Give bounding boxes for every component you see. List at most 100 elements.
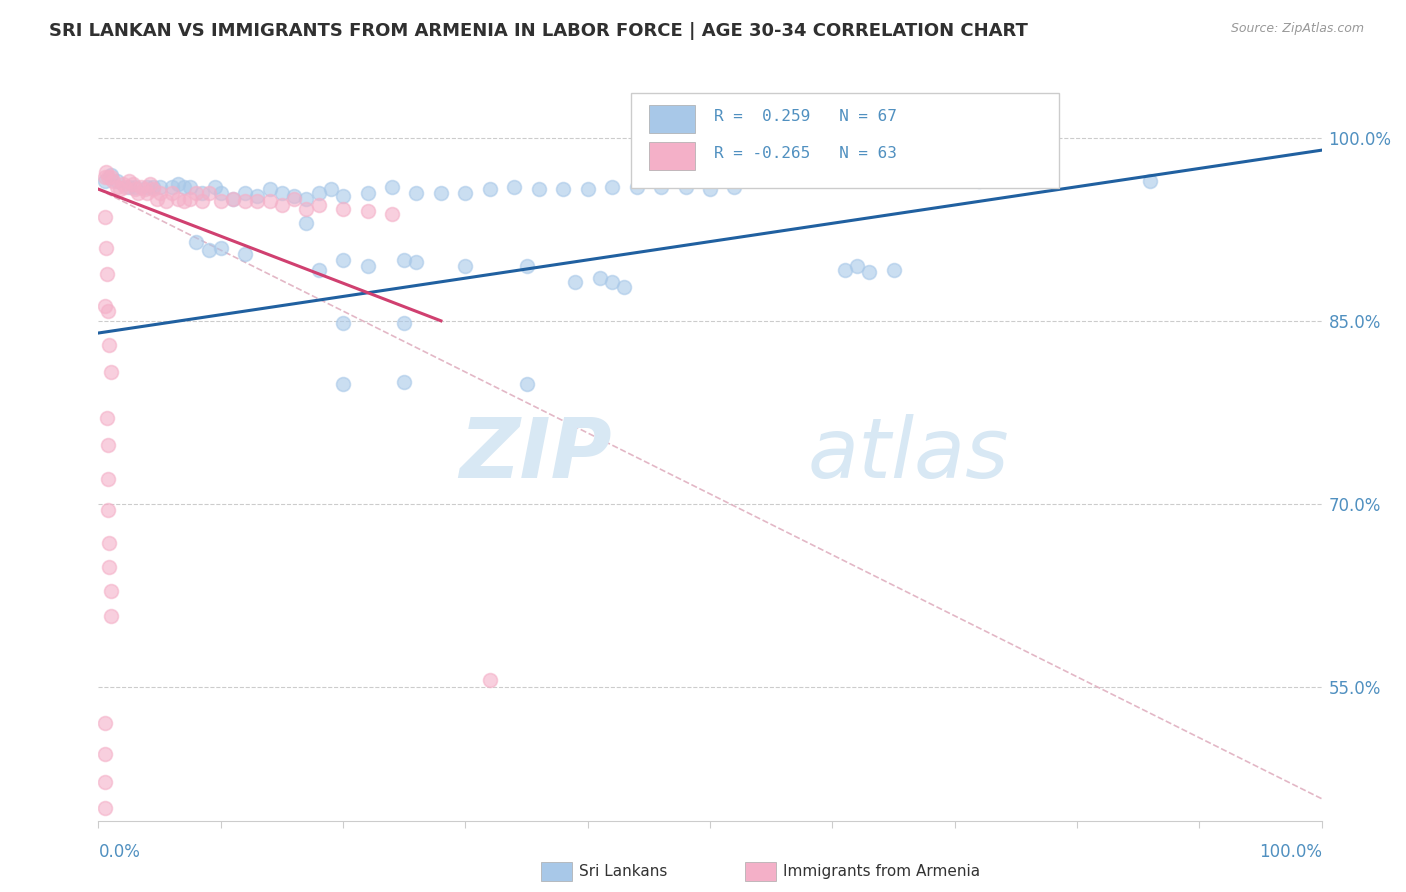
Point	[209, 186, 232, 200]
Point	[149, 186, 172, 200]
Point	[1139, 174, 1161, 188]
Point	[967, 174, 990, 188]
Point	[564, 275, 586, 289]
Point	[283, 189, 305, 203]
Point	[356, 259, 378, 273]
Text: R = -0.265   N = 63: R = -0.265 N = 63	[714, 146, 897, 161]
Point	[160, 179, 183, 194]
Point	[478, 182, 501, 196]
Point	[613, 279, 636, 293]
Point	[93, 299, 115, 313]
Point	[381, 206, 404, 220]
Point	[553, 182, 575, 196]
Point	[186, 235, 208, 249]
Point	[93, 747, 115, 761]
Point	[111, 178, 134, 192]
Point	[675, 179, 697, 194]
Point	[222, 192, 245, 206]
Point	[118, 174, 141, 188]
Point	[179, 192, 201, 206]
Point	[883, 262, 905, 277]
Point	[98, 338, 121, 352]
Point	[136, 186, 159, 200]
Point	[155, 194, 177, 209]
Point	[96, 411, 118, 425]
Point	[600, 179, 623, 194]
Point	[167, 178, 190, 192]
Text: R =  0.259   N = 67: R = 0.259 N = 67	[714, 110, 897, 125]
Point	[136, 179, 159, 194]
Point	[454, 259, 477, 273]
Point	[430, 186, 453, 200]
Point	[233, 186, 256, 200]
Point	[259, 194, 281, 209]
Point	[295, 202, 318, 216]
Point	[233, 194, 256, 209]
Point	[332, 377, 354, 392]
Point	[100, 584, 122, 599]
Point	[179, 179, 201, 194]
Text: Immigrants from Armenia: Immigrants from Armenia	[783, 864, 980, 879]
Point	[197, 243, 219, 257]
Point	[94, 165, 117, 179]
Point	[100, 169, 122, 184]
Text: SRI LANKAN VS IMMIGRANTS FROM ARMENIA IN LABOR FORCE | AGE 30-34 CORRELATION CHA: SRI LANKAN VS IMMIGRANTS FROM ARMENIA IN…	[49, 22, 1028, 40]
Point	[626, 179, 648, 194]
Point	[110, 182, 132, 196]
Text: atlas: atlas	[808, 415, 1010, 495]
Point	[142, 179, 165, 194]
FancyBboxPatch shape	[630, 93, 1059, 188]
Point	[124, 182, 146, 196]
Point	[270, 186, 294, 200]
Point	[319, 182, 342, 196]
Point	[308, 186, 330, 200]
Text: Sri Lankans: Sri Lankans	[579, 864, 668, 879]
FancyBboxPatch shape	[650, 142, 696, 169]
Point	[503, 179, 526, 194]
Point	[142, 182, 165, 196]
Point	[259, 182, 281, 196]
Point	[93, 774, 115, 789]
Point	[332, 252, 354, 267]
Point	[94, 241, 117, 255]
Point	[114, 179, 136, 194]
Point	[405, 186, 427, 200]
Point	[478, 673, 501, 688]
Point	[191, 194, 214, 209]
Point	[454, 186, 477, 200]
Point	[134, 182, 156, 196]
Point	[97, 472, 120, 486]
Text: Source: ZipAtlas.com: Source: ZipAtlas.com	[1230, 22, 1364, 36]
Point	[105, 174, 128, 188]
Point	[308, 262, 330, 277]
Point	[93, 211, 115, 225]
Point	[93, 169, 115, 184]
Point	[589, 271, 612, 285]
Point	[295, 192, 318, 206]
Point	[332, 202, 354, 216]
Point	[699, 182, 721, 196]
Point	[167, 192, 190, 206]
Point	[100, 365, 122, 379]
Point	[405, 255, 427, 269]
Point	[93, 801, 115, 815]
Point	[308, 198, 330, 212]
Point	[96, 268, 118, 282]
Point	[283, 192, 305, 206]
Point	[97, 503, 120, 517]
Point	[392, 375, 416, 389]
Point	[834, 262, 856, 277]
Point	[121, 178, 143, 192]
Point	[118, 179, 141, 194]
Point	[146, 192, 169, 206]
Point	[356, 204, 378, 219]
Point	[93, 716, 115, 731]
Point	[381, 179, 404, 194]
Point	[515, 259, 537, 273]
Point	[98, 560, 121, 574]
Point	[197, 186, 219, 200]
Point	[332, 189, 354, 203]
Point	[209, 194, 232, 209]
Point	[149, 179, 172, 194]
Point	[246, 194, 269, 209]
